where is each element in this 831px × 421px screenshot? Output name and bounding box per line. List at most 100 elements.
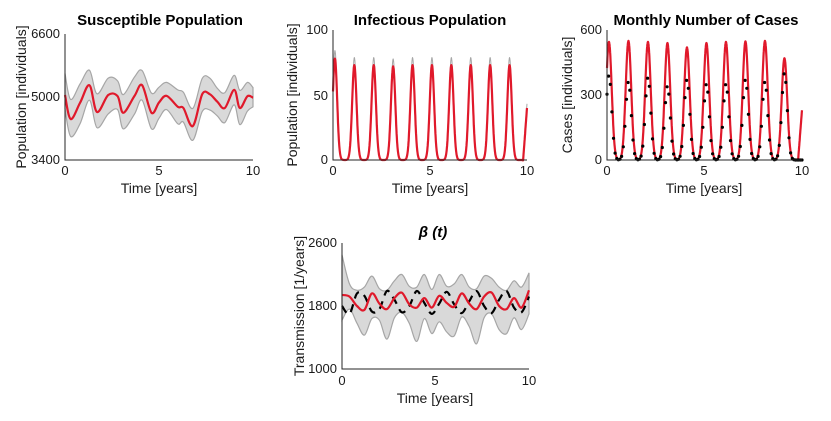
- cases-observed-point: [688, 112, 692, 116]
- cases-observed-point: [670, 139, 674, 143]
- cases-observed-point: [678, 154, 682, 158]
- cases-observed-point: [663, 101, 668, 105]
- infectious-xtick-0: 0: [329, 163, 336, 178]
- susceptible-mean-path: [63, 83, 254, 128]
- beta-ylabel: Transmission [1/years]: [291, 236, 307, 376]
- cases-observed-point: [659, 155, 663, 159]
- cases-observed-point: [646, 76, 650, 80]
- cases-observed-point: [738, 144, 742, 149]
- cases-observed-point: [621, 145, 625, 149]
- infectious-axes: [332, 30, 527, 161]
- susceptible-ytick-top: 6600: [31, 26, 60, 41]
- cases-observed-point: [633, 152, 637, 156]
- susceptible-xlabel: Time [years]: [121, 180, 198, 196]
- cases-observed-point: [660, 145, 664, 150]
- cases-observed-point: [779, 121, 783, 125]
- cases-observed-point: [629, 114, 634, 118]
- cases-observed-point: [717, 154, 721, 159]
- cases-observed-point: [686, 86, 690, 90]
- susceptible-panel: Susceptible Population 6600 5000 3400 0 …: [13, 12, 260, 196]
- cases-observed-point: [776, 154, 780, 158]
- cases-observed-point: [720, 125, 725, 129]
- cases-xtick-0: 0: [603, 163, 610, 178]
- cases-observed-point: [662, 126, 666, 130]
- cases-observed-point: [724, 83, 728, 87]
- cases-ylabel: Cases [individuals]: [559, 37, 575, 154]
- infectious-title: Infectious Population: [354, 12, 507, 29]
- cases-ytick-top: 600: [580, 22, 602, 37]
- cases-observed-point: [727, 115, 731, 119]
- cases-observed-point: [689, 137, 694, 141]
- infectious-panel: Infectious Population 100 50 0 0 5 10 Ti…: [284, 12, 534, 196]
- susceptible-ylabel: Population [individuals]: [13, 25, 29, 168]
- cases-observed-point: [766, 114, 770, 118]
- cases-observed-point: [680, 144, 684, 149]
- cases-observed-point: [644, 94, 648, 98]
- infectious-xlabel: Time [years]: [392, 180, 469, 196]
- cases-observed-point: [628, 88, 632, 92]
- cases-observed-point: [745, 86, 749, 90]
- beta-xtick-5: 5: [431, 373, 438, 388]
- cases-observed-point: [685, 78, 689, 82]
- cases-observed-point: [668, 116, 673, 120]
- cases-observed-point: [711, 152, 715, 156]
- susceptible-xtick-5: 5: [155, 163, 162, 178]
- beta-lines: [341, 289, 531, 316]
- cases-axes: [606, 30, 802, 161]
- cases-observed-point: [764, 88, 768, 92]
- cases-title: Monthly Number of Cases: [613, 12, 798, 29]
- susceptible-ci-band: [64, 69, 254, 141]
- beta-xtick-10: 10: [522, 373, 536, 388]
- cases-observed-point: [780, 90, 785, 95]
- infectious-xtick-5: 5: [426, 163, 433, 178]
- cases-observed-point: [784, 80, 788, 84]
- infectious-ytick-mid: 50: [314, 88, 328, 103]
- cases-observed-point: [631, 138, 635, 142]
- cases-observed-point: [639, 154, 643, 158]
- beta-axes: [341, 243, 529, 370]
- cases-observed-point: [743, 78, 747, 82]
- beta-xtick-0: 0: [338, 373, 345, 388]
- beta-ytick-top: 2600: [308, 235, 337, 250]
- cases-observed-point: [730, 152, 734, 156]
- cases-observed-point: [761, 97, 765, 101]
- cases-observed-point: [641, 144, 645, 148]
- cases-observed-point: [740, 123, 744, 127]
- cases-observed-point: [787, 136, 791, 140]
- cases-observed-point: [704, 83, 708, 87]
- susceptible-band-area: [64, 69, 254, 141]
- infectious-xtick-10: 10: [520, 163, 534, 178]
- cases-observed-point: [702, 99, 707, 103]
- cases-observed-point: [750, 151, 754, 156]
- infectious-ytick-bottom: 0: [321, 152, 328, 167]
- cases-ytick-bottom: 0: [595, 152, 602, 167]
- susceptible-ytick-bottom: 3400: [31, 152, 60, 167]
- cases-observed-point: [613, 151, 617, 155]
- beta-xlabel: Time [years]: [397, 390, 474, 406]
- cases-observed-point: [763, 80, 767, 85]
- cases-observed-point: [608, 82, 612, 86]
- infectious-mean-path: [331, 57, 529, 162]
- cases-observed-point: [707, 115, 712, 119]
- infectious-mean-line: [331, 57, 529, 162]
- cases-observed-point: [767, 138, 772, 142]
- cases-observed-point: [611, 136, 616, 140]
- beta-panel: β (t) 2600 1800 1000 0 5 10 Time [years]…: [291, 224, 536, 406]
- susceptible-ytick-mid: 5000: [31, 89, 60, 104]
- infectious-ytick-top: 100: [306, 22, 328, 37]
- cases-observed-point: [672, 152, 676, 156]
- cases-observed-point: [706, 90, 710, 94]
- cases-observed-point: [701, 125, 705, 129]
- cases-observed-point: [642, 122, 647, 127]
- cases-observed-point: [785, 109, 790, 113]
- infectious-ylabel: Population [individuals]: [284, 23, 300, 166]
- susceptible-title: Susceptible Population: [77, 12, 243, 29]
- cases-observed-point: [691, 151, 695, 156]
- cases-observed-point: [698, 154, 702, 159]
- cases-observed-point: [737, 154, 741, 158]
- cases-observed-point: [748, 137, 752, 141]
- cases-observed-point: [725, 90, 729, 94]
- cases-observed-point: [623, 124, 627, 128]
- cases-observed-point: [626, 80, 630, 85]
